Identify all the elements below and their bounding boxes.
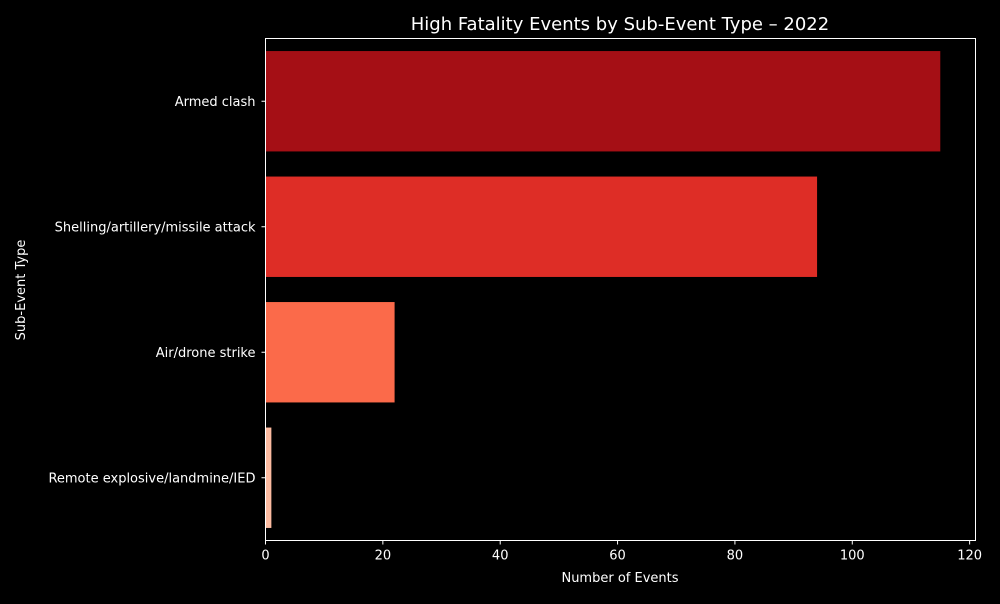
bar-1 (265, 176, 818, 277)
y-axis-label: Sub-Event Type (14, 240, 29, 341)
x-tick-label-2: 40 (492, 549, 509, 564)
x-axis-ticks: 0 20 40 60 80 100 120 (261, 540, 982, 564)
y-tick-label-2: Air/drone strike (156, 346, 256, 361)
y-tick-label-3: Remote explosive/landmine/IED (48, 471, 255, 486)
x-tick-label-5: 100 (840, 549, 865, 564)
bars-group (265, 51, 941, 528)
x-tick-label-4: 80 (727, 549, 744, 564)
bar-2 (265, 302, 395, 403)
bar-3 (265, 427, 272, 528)
x-tick-label-0: 0 (261, 549, 269, 564)
y-tick-label-0: Armed clash (175, 95, 256, 110)
y-axis-ticks: Armed clash Shelling/artillery/missile at… (48, 95, 266, 486)
bar-0 (265, 51, 941, 152)
chart-title: High Fatality Events by Sub-Event Type –… (411, 14, 829, 35)
x-axis-label: Number of Events (561, 571, 678, 586)
x-tick-label-3: 60 (609, 549, 626, 564)
y-tick-label-1: Shelling/artillery/missile attack (55, 220, 256, 235)
x-tick-label-6: 120 (957, 549, 982, 564)
plot-frame (265, 38, 976, 541)
x-tick-label-1: 20 (375, 549, 392, 564)
